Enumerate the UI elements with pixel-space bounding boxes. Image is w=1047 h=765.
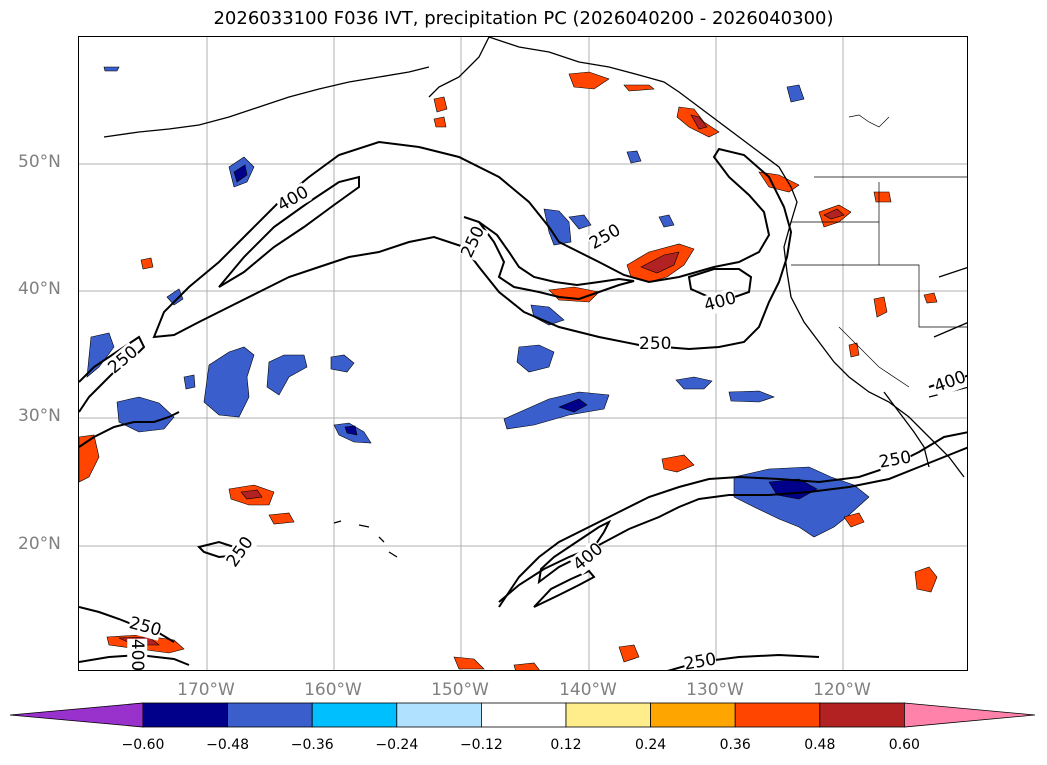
colorbar-tick-label: −0.36 [290, 737, 334, 753]
colorbar [10, 702, 1036, 728]
lon-label-170w: 170°W [177, 680, 235, 700]
colorbar-tick-label: 0.24 [635, 737, 667, 753]
lat-label-40n: 40°N [18, 279, 61, 299]
lon-label-130w: 130°W [686, 680, 744, 700]
colorbar-tick-label: −0.12 [459, 737, 503, 753]
colorbar-cell [311, 702, 398, 728]
lon-label-120w: 120°W [813, 680, 871, 700]
colorbar-cell [734, 702, 821, 728]
lat-label-30n: 30°N [18, 406, 61, 426]
graticule [79, 37, 967, 670]
lon-label-160w: 160°W [304, 680, 362, 700]
colorbar-cell [819, 702, 905, 728]
contour-label: 400 [127, 638, 148, 671]
lat-label-20n: 20°N [18, 534, 61, 554]
colorbar-tick-label: −0.48 [206, 737, 250, 753]
colorbar-extend-high [904, 702, 1036, 728]
colorbar-cell [480, 702, 567, 728]
political-borders [791, 114, 967, 388]
colorbar-cell [142, 702, 228, 728]
positive-pc-patches [79, 71, 938, 670]
lon-label-140w: 140°W [559, 680, 617, 700]
contour-label: 250 [639, 334, 672, 354]
colorbar-tick-label: 0.60 [888, 737, 920, 753]
map-panel: 400 250 250 400 250 250 400 250 250 400 … [78, 36, 968, 671]
map-canvas [79, 37, 967, 670]
map-title: 2026033100 F036 IVT, precipitation PC (2… [213, 8, 834, 29]
colorbar-tick-label: −0.24 [375, 737, 419, 753]
colorbar-tick-label: 0.12 [550, 737, 582, 753]
colorbar-tick-label: −0.60 [121, 737, 165, 753]
lat-label-50n: 50°N [18, 152, 61, 172]
colorbar-cell [650, 702, 736, 728]
coastlines [103, 37, 967, 558]
negative-pc-patches [86, 66, 870, 538]
colorbar-cell [396, 702, 482, 728]
lon-label-150w: 150°W [431, 680, 489, 700]
colorbar-extend-low [10, 702, 144, 728]
colorbar-tick-label: 0.48 [804, 737, 836, 753]
colorbar-cell [227, 702, 313, 728]
colorbar-cell [565, 702, 651, 728]
colorbar-tick-label: 0.36 [719, 737, 751, 753]
